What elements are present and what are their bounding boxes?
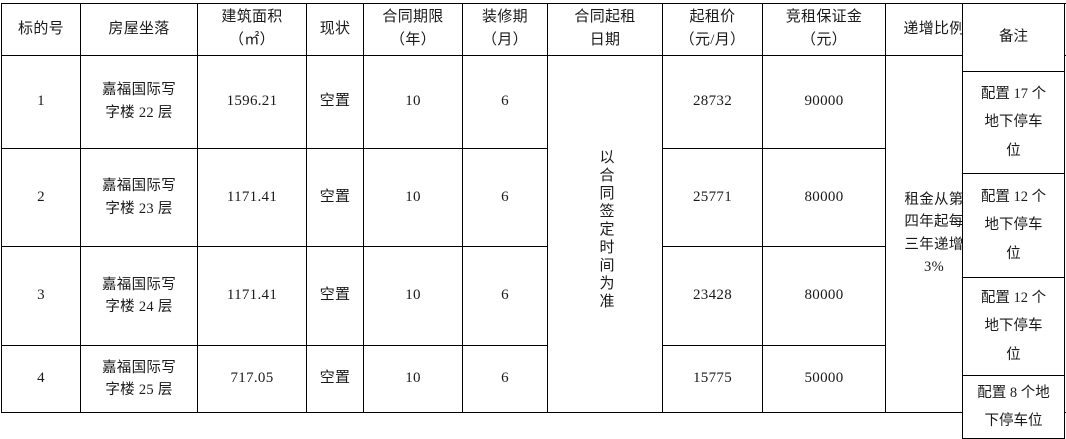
- header-price-unit: （元/月）: [666, 29, 759, 52]
- header-deposit-unit: （元）: [766, 29, 882, 52]
- cell-deposit: 50000: [763, 346, 886, 413]
- table-header: 标的号 房屋坐落 建筑面积 （㎡） 现状 合同期限 （年） 装修期: [2, 4, 1066, 56]
- lease-table-sheet: 标的号 房屋坐落 建筑面积 （㎡） 现状 合同期限 （年） 装修期: [0, 0, 1066, 415]
- header-status-label: 现状: [310, 18, 360, 41]
- header-start-date-label2: 日期: [551, 29, 659, 52]
- cell-price: 28732: [663, 55, 763, 149]
- remark-row: 配置 17 个 地下停车 位: [963, 72, 1065, 174]
- cell-area: 1171.41: [198, 247, 307, 346]
- cell-location: 嘉福国际写 字楼 24 层: [81, 247, 198, 346]
- remark-row: 配置 8 个地 下停车位: [963, 376, 1065, 439]
- remark-3-line1: 配置 12 个: [968, 284, 1059, 312]
- cell-deposit: 90000: [763, 55, 886, 149]
- table-row: 1 嘉福国际写 字楼 22 层 1596.21 空置 10 6 以合同签定时间为…: [2, 55, 1066, 149]
- cell-location: 嘉福国际写 字楼 25 层: [81, 346, 198, 413]
- remark-header-cell: 备注: [963, 4, 1065, 72]
- header-status: 现状: [307, 4, 364, 56]
- remark-3-line2: 地下停车: [968, 312, 1059, 340]
- cell-term: 10: [364, 55, 463, 149]
- remark-cell-3: 配置 12 个 地下停车 位: [963, 278, 1065, 376]
- cell-renovation: 6: [463, 247, 548, 346]
- cell-price: 15775: [663, 346, 763, 413]
- remark-column-table: 备注 配置 17 个 地下停车 位 配置 12 个 地下停车 位 配置 12 个…: [962, 3, 1065, 439]
- remark-1-line2: 地下停车: [968, 108, 1059, 136]
- header-lot-no: 标的号: [2, 4, 81, 56]
- cell-renovation: 6: [463, 55, 548, 149]
- cell-location: 嘉福国际写 字楼 23 层: [81, 149, 198, 247]
- remark-4-line2: 下停车位: [968, 407, 1059, 435]
- header-renovation: 装修期 （月）: [463, 4, 548, 56]
- cell-location-line1: 嘉福国际写: [84, 79, 194, 101]
- header-area-label: 建筑面积: [201, 6, 303, 29]
- header-area-unit: （㎡）: [201, 29, 303, 52]
- remark-3-line3: 位: [968, 341, 1059, 369]
- header-deposit-label: 竞租保证金: [766, 6, 882, 29]
- cell-price: 25771: [663, 149, 763, 247]
- remark-cell-4: 配置 8 个地 下停车位: [963, 376, 1065, 439]
- cell-location-line2: 字楼 24 层: [84, 296, 194, 318]
- header-area: 建筑面积 （㎡）: [198, 4, 307, 56]
- remark-2-line2: 地下停车: [968, 211, 1059, 239]
- cell-status: 空置: [307, 55, 364, 149]
- table-body: 1 嘉福国际写 字楼 22 层 1596.21 空置 10 6 以合同签定时间为…: [2, 55, 1066, 413]
- remark-2-line3: 位: [968, 240, 1059, 268]
- cell-lot-no: 2: [2, 149, 81, 247]
- cell-location-line1: 嘉福国际写: [84, 175, 194, 197]
- cell-deposit: 80000: [763, 247, 886, 346]
- header-price: 起租价 （元/月）: [663, 4, 763, 56]
- cell-area: 717.05: [198, 346, 307, 413]
- cell-term: 10: [364, 346, 463, 413]
- cell-status: 空置: [307, 346, 364, 413]
- header-lot-no-label: 标的号: [5, 18, 77, 41]
- cell-location-line2: 字楼 25 层: [84, 379, 194, 401]
- remark-cell-2: 配置 12 个 地下停车 位: [963, 174, 1065, 278]
- cell-location-line2: 字楼 23 层: [84, 198, 194, 220]
- cell-location-line2: 字楼 22 层: [84, 102, 194, 124]
- cell-term: 10: [364, 149, 463, 247]
- remark-1-line3: 位: [968, 137, 1059, 165]
- cell-start-date-merged: 以合同签定时间为准: [548, 55, 663, 413]
- cell-location-line1: 嘉福国际写: [84, 274, 194, 296]
- header-price-label: 起租价: [666, 6, 759, 29]
- cell-lot-no: 3: [2, 247, 81, 346]
- header-term-unit: （年）: [367, 29, 459, 52]
- cell-lot-no: 1: [2, 55, 81, 149]
- remark-cell-1: 配置 17 个 地下停车 位: [963, 72, 1065, 174]
- lease-table: 标的号 房屋坐落 建筑面积 （㎡） 现状 合同期限 （年） 装修期: [1, 3, 1066, 413]
- cell-lot-no: 4: [2, 346, 81, 413]
- cell-location-line1: 嘉福国际写: [84, 357, 194, 379]
- remark-1-line1: 配置 17 个: [968, 80, 1059, 108]
- remark-header-row: 备注: [963, 4, 1065, 72]
- cell-status: 空置: [307, 247, 364, 346]
- header-renovation-label: 装修期: [466, 6, 544, 29]
- cell-term: 10: [364, 247, 463, 346]
- header-renovation-unit: （月）: [466, 29, 544, 52]
- cell-location: 嘉福国际写 字楼 22 层: [81, 55, 198, 149]
- header-term: 合同期限 （年）: [364, 4, 463, 56]
- header-term-label: 合同期限: [367, 6, 459, 29]
- remark-row: 配置 12 个 地下停车 位: [963, 278, 1065, 376]
- cell-start-date-vertical-text: 以合同签定时间为准: [598, 149, 613, 311]
- cell-area: 1171.41: [198, 149, 307, 247]
- remark-row: 配置 12 个 地下停车 位: [963, 174, 1065, 278]
- header-row: 标的号 房屋坐落 建筑面积 （㎡） 现状 合同期限 （年） 装修期: [2, 4, 1066, 56]
- cell-renovation: 6: [463, 346, 548, 413]
- header-location-label: 房屋坐落: [84, 18, 194, 41]
- cell-area: 1596.21: [198, 55, 307, 149]
- remark-4-line1: 配置 8 个地: [968, 379, 1059, 407]
- remark-2-line1: 配置 12 个: [968, 183, 1059, 211]
- header-start-date-label: 合同起租: [551, 6, 659, 29]
- header-location: 房屋坐落: [81, 4, 198, 56]
- cell-renovation: 6: [463, 149, 548, 247]
- cell-deposit: 80000: [763, 149, 886, 247]
- header-deposit: 竞租保证金 （元）: [763, 4, 886, 56]
- cell-price: 23428: [663, 247, 763, 346]
- cell-status: 空置: [307, 149, 364, 247]
- header-start-date: 合同起租 日期: [548, 4, 663, 56]
